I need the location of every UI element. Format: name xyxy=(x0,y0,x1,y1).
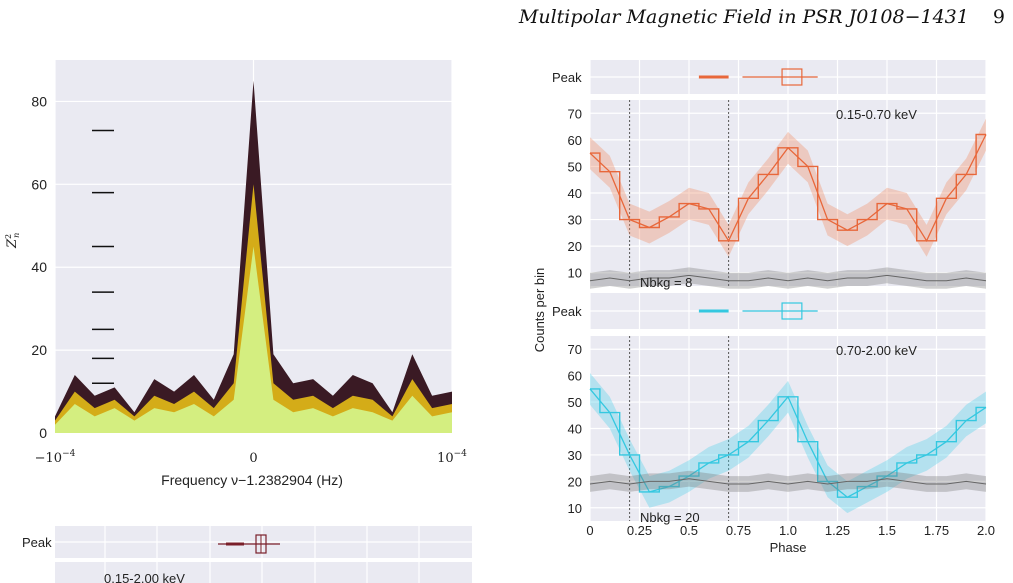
periodogram-ytick-label: 20 xyxy=(31,342,47,358)
source-step-line xyxy=(590,133,986,242)
periodogram-xtick-label: 10−4 xyxy=(437,449,467,466)
periodogram-xlabel: Frequency ν−1.2382904 (Hz) xyxy=(161,472,343,488)
right-xtick-label: 1.0 xyxy=(779,523,797,538)
background-line xyxy=(589,274,987,282)
background-band xyxy=(590,470,986,492)
peak-box xyxy=(781,302,803,320)
periodogram-ytick-label: 40 xyxy=(31,259,47,275)
bottom-peak-label: Peak xyxy=(22,535,52,550)
right-ytick-label: 40 xyxy=(568,186,582,201)
source-uncertainty-band xyxy=(590,118,986,257)
right-xtick-label: 0 xyxy=(586,523,593,538)
running-header: Multipolar Magnetic Field in PSR J0108−1… xyxy=(480,6,1005,28)
right-ytick-label: 50 xyxy=(568,159,582,174)
right-xlabel: Phase xyxy=(770,540,807,555)
running-title: Multipolar Magnetic Field in PSR J0108−1… xyxy=(518,6,969,28)
periodogram-markers xyxy=(92,129,114,385)
background-band xyxy=(590,267,986,289)
background-line xyxy=(589,478,987,485)
right-ytick-label: 60 xyxy=(568,369,582,384)
periodogram-ticks: 0 20 40 60 80 −10−4 0 10−4 xyxy=(31,93,467,466)
mid-peak-label: Peak xyxy=(552,304,582,319)
right-ytick-label: 40 xyxy=(568,422,582,437)
right-ytick-label: 20 xyxy=(568,474,582,489)
right-ylabel: Counts per bin xyxy=(532,268,547,353)
source-step-line xyxy=(590,388,986,498)
right-ticks: 10 20 30 40 50 60 70 10 20 30 40 50 60 70 0 0.25 0.5 0.75… xyxy=(568,106,996,538)
right-series xyxy=(589,68,987,521)
periodogram-ylabel: Z2n xyxy=(4,233,21,249)
right-ytick-label: 30 xyxy=(568,448,582,463)
bottom-band-label-right: 0.70-2.00 keV xyxy=(836,343,917,358)
right-ytick-label: 30 xyxy=(568,213,582,228)
right-xtick-label: 0.25 xyxy=(627,523,652,538)
periodogram-ytick-label: 0 xyxy=(39,425,47,441)
periodogram-area-3 xyxy=(55,246,452,433)
right-ytick-label: 20 xyxy=(568,239,582,254)
right-ytick-label: 10 xyxy=(568,501,582,516)
bottom-profile-panel xyxy=(55,562,472,583)
bottom-grid xyxy=(55,526,472,583)
top-nbkg-label: Nbkg = 8 xyxy=(640,275,692,290)
right-xtick-label: 0.5 xyxy=(680,523,698,538)
right-ytick-label: 10 xyxy=(568,266,582,281)
periodogram-xtick-label: −10−4 xyxy=(35,449,76,466)
right-grid xyxy=(589,60,987,521)
periodogram-ytick-label: 80 xyxy=(31,93,47,109)
periodogram-ytick-label: 60 xyxy=(31,176,47,192)
right-ytick-label: 70 xyxy=(568,342,582,357)
top-band-label: 0.15-0.70 keV xyxy=(836,107,917,122)
right-xtick-label: 2.0 xyxy=(977,523,995,538)
top-peak-label: Peak xyxy=(552,70,582,85)
page-number: 9 xyxy=(992,6,1005,28)
bottom-peak-boxplot xyxy=(218,534,280,554)
bottom-band-label: 0.15-2.00 keV xyxy=(104,571,185,583)
source-uncertainty-band xyxy=(590,373,986,514)
right-xtick-label: 0.75 xyxy=(726,523,751,538)
right-xtick-label: 1.25 xyxy=(825,523,850,538)
right-ytick-label: 60 xyxy=(568,133,582,148)
bottom-nbkg-label: Nbkg = 20 xyxy=(640,510,700,525)
periodogram-areas xyxy=(55,80,452,433)
periodogram-xtick-label: 0 xyxy=(249,451,257,466)
right-ytick-label: 50 xyxy=(568,395,582,410)
right-xtick-label: 1.75 xyxy=(924,523,949,538)
right-xtick-label: 1.5 xyxy=(878,523,896,538)
peak-box xyxy=(781,68,803,86)
right-ytick-label: 70 xyxy=(568,106,582,121)
